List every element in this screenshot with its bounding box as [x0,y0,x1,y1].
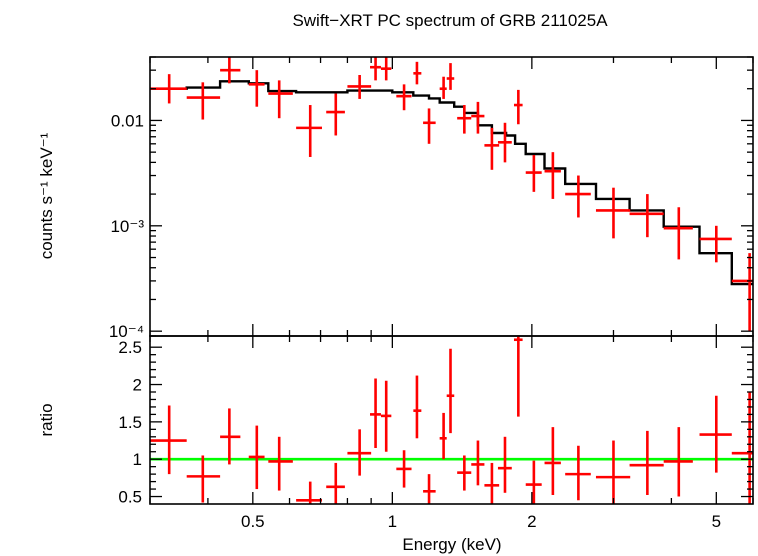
data-point [150,74,187,104]
data-point [565,445,591,501]
data-point [595,187,631,239]
ratio-panel: 0.5 1 2 5 0.5 1 1.5 2 2.5 ratio Energy (keV) [37,335,754,554]
data-point [731,392,753,504]
y-tick-label: 0.01 [111,111,144,130]
data-point [326,93,345,136]
data-point [347,429,372,476]
data-point [326,462,345,504]
y-tick-label: 2 [133,376,142,395]
data-point [296,105,322,157]
ratio-plot-frame [149,335,754,505]
data-point [629,194,664,238]
data-point [413,61,422,85]
data-point [663,427,693,497]
data-point [446,63,455,90]
x-tick-label: 2 [527,512,536,531]
data-point [347,74,372,99]
chart-title: Swift−XRT PC spectrum of GRB 211025A [292,11,608,30]
data-point [439,76,447,99]
data-point [629,430,664,496]
data-point [396,84,412,111]
data-point [699,225,732,263]
ratio-y-axis-label: ratio [37,403,56,436]
y-tick-label: 10⁻⁴ [109,322,144,341]
y-tick-label: 1 [133,450,142,469]
x-tick-label: 1 [388,512,397,531]
data-point [513,89,523,125]
data-point [296,481,322,504]
data-point [544,427,561,496]
y-tick-label: 0.5 [118,488,142,507]
data-point [150,405,187,475]
data-point [471,440,485,486]
data-point [457,105,472,134]
spectrum-panel: 0.01 10⁻³ 10⁻⁴ counts s⁻¹ keV⁻¹ [37,56,754,341]
data-point [220,57,241,84]
y-tick-label: 2.5 [118,338,142,357]
x-tick-label: 0.5 [241,512,265,531]
data-point [396,450,412,488]
ratio-data-series [150,336,753,504]
data-point [370,378,381,448]
data-point [544,152,561,199]
model-step-line [150,80,753,286]
data-point [268,80,293,119]
spectrum-y-axis-label: counts s⁻¹ keV⁻¹ [37,132,56,259]
data-point [484,127,500,170]
data-point [446,348,455,434]
data-point [370,57,381,81]
data-point [439,412,447,460]
y-tick-label: 1.5 [118,413,142,432]
y-tick-label: 10⁻³ [110,217,144,236]
data-point [663,207,693,260]
x-axis-label: Energy (keV) [402,535,501,554]
data-point [268,436,293,491]
spectrum-data-series [150,57,753,332]
data-point [248,70,265,107]
data-point [248,425,265,490]
data-point [525,460,542,504]
data-point [595,440,631,504]
data-point [471,101,485,134]
data-point [423,474,436,504]
data-point [497,122,512,163]
data-point [380,57,392,81]
data-point [525,154,542,192]
data-point [423,108,436,144]
data-point [413,375,422,439]
data-point [220,408,241,465]
data-point [380,380,392,452]
x-tick-label: 5 [712,512,721,531]
data-point [484,462,500,504]
model-curve [150,80,753,286]
data-point [565,175,591,218]
data-point [497,436,512,493]
data-point [186,455,221,503]
data-point [186,82,221,120]
data-point [699,395,732,473]
data-point [513,336,523,417]
data-point [457,455,472,491]
